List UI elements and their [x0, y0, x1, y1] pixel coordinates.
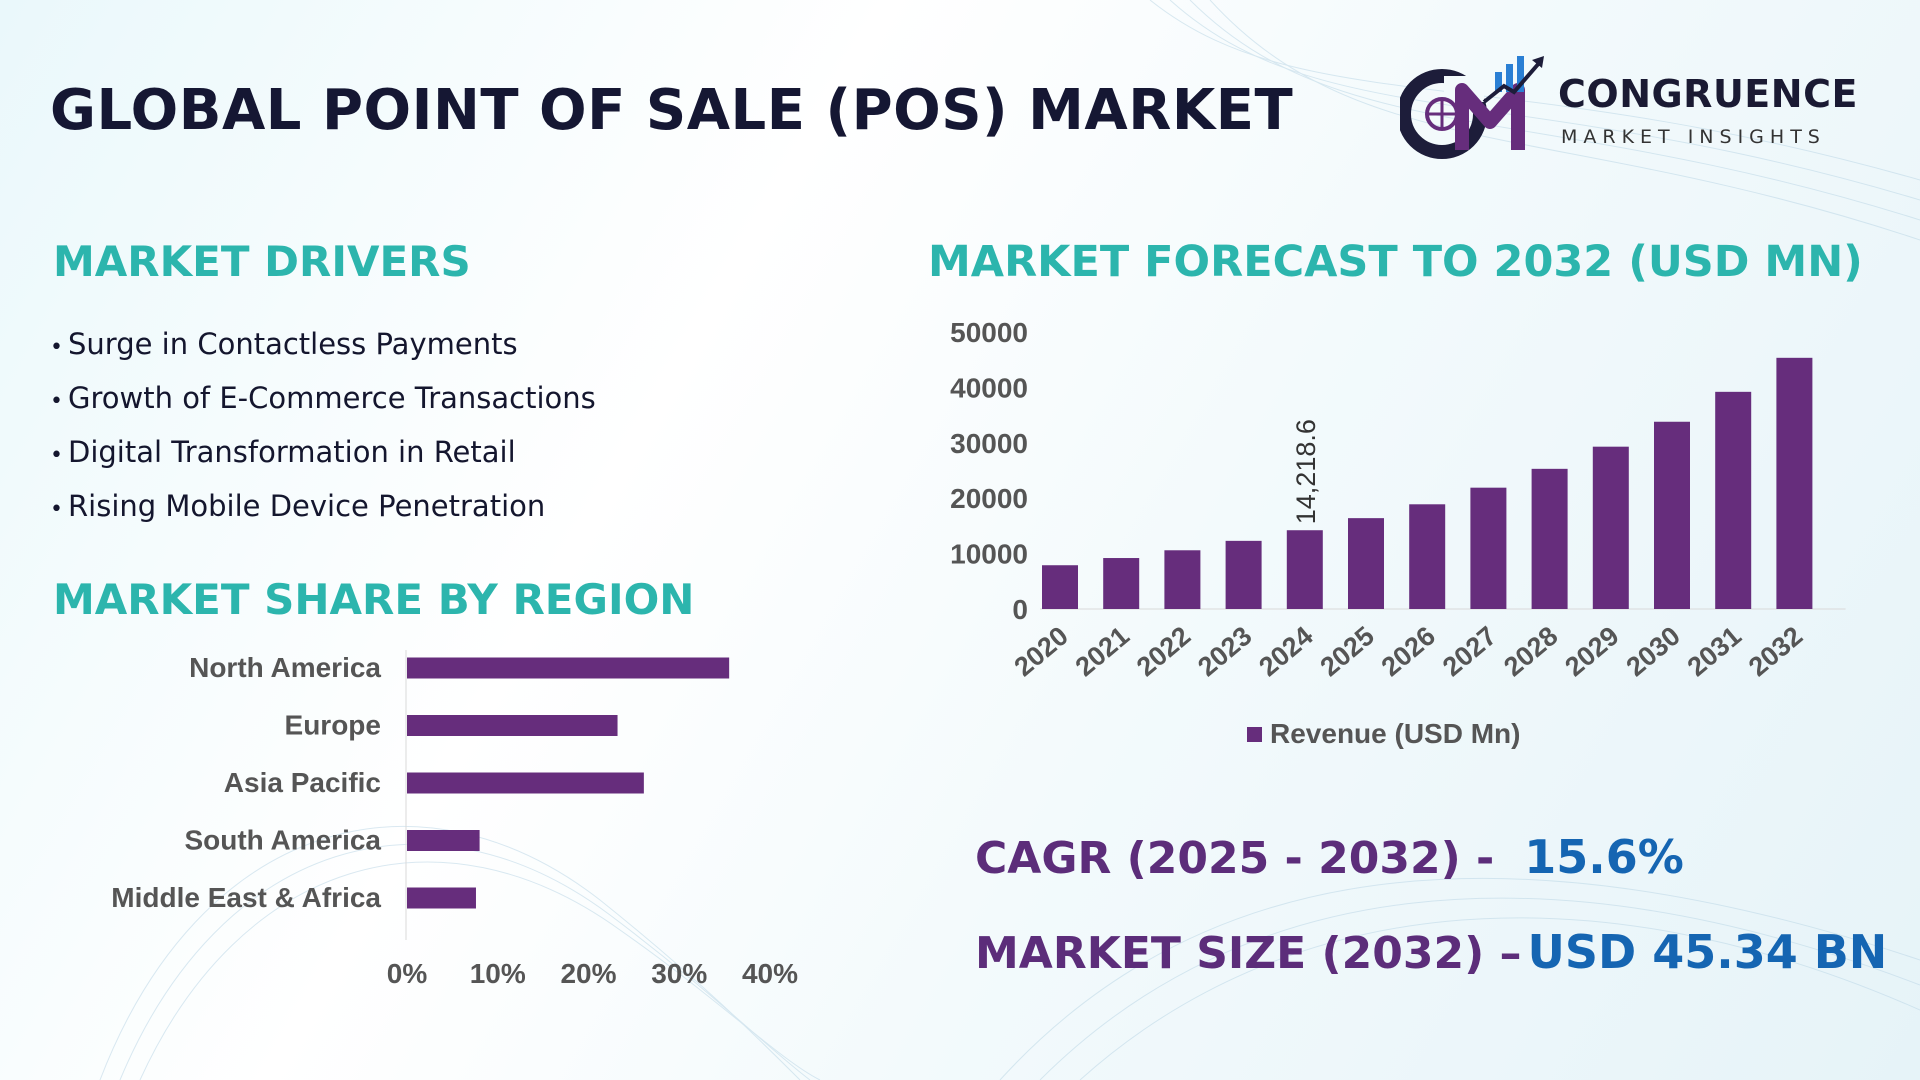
- region-bar: [407, 715, 618, 736]
- cagr-value: 15.6%: [1524, 830, 1684, 884]
- x-tick-label: 40%: [742, 958, 798, 989]
- revenue-bar: [1042, 565, 1078, 609]
- revenue-bar: [1409, 504, 1446, 609]
- y-tick-label: 0: [1012, 594, 1028, 625]
- x-tick-label: 2022: [1131, 621, 1196, 683]
- market-share-by-region-heading: MARKET SHARE BY REGION: [53, 575, 695, 624]
- market-size-value: USD 45.34 BN: [1527, 925, 1888, 979]
- revenue-bar: [1225, 540, 1262, 609]
- market-size-row: MARKET SIZE (2032) – USD 45.34 BN: [975, 925, 1887, 979]
- revenue-bar: [1715, 391, 1752, 609]
- x-tick-label: 2025: [1315, 621, 1380, 683]
- y-tick-label: 30000: [950, 428, 1028, 459]
- region-share-bar-chart: North America Europe Asia Pacific South Ame…: [111, 650, 798, 989]
- list-item: • Rising Mobile Device Penetration: [50, 484, 596, 538]
- list-item: • Digital Transformation in Retail: [50, 430, 596, 484]
- revenue-bar: [1776, 357, 1813, 609]
- driver-text: Rising Mobile Device Penetration: [68, 489, 546, 523]
- market-size-label: MARKET SIZE (2032) –: [975, 928, 1522, 979]
- region-category-label: North America: [189, 652, 381, 683]
- x-tick-label: 2027: [1437, 621, 1502, 683]
- market-forecast-heading: MARKET FORECAST TO 2032 (USD MN): [928, 237, 1863, 287]
- y-tick-label: 40000: [950, 372, 1028, 403]
- x-tick-label: 10%: [470, 958, 526, 989]
- x-tick-label: 2021: [1070, 621, 1135, 683]
- bullet-icon: •: [50, 335, 63, 360]
- driver-text: Digital Transformation in Retail: [68, 435, 516, 469]
- revenue-bar: [1531, 468, 1568, 609]
- bullet-icon: •: [50, 389, 63, 414]
- revenue-bar: [1654, 421, 1690, 609]
- x-tick-label: 2020: [1009, 621, 1074, 683]
- cagr-label: CAGR (2025 - 2032) -: [975, 833, 1495, 884]
- logo-mark-icon: [1400, 56, 1544, 159]
- list-item: • Surge in Contactless Payments: [50, 322, 596, 376]
- x-tick-label: 2031: [1682, 621, 1747, 683]
- revenue-bar: [1348, 518, 1384, 609]
- x-tick-label: 2028: [1498, 621, 1563, 683]
- legend-label: Revenue (USD Mn): [1270, 718, 1520, 749]
- region-bar: [407, 830, 480, 851]
- logo-brand-text: CONGRUENCE: [1558, 72, 1858, 116]
- y-tick-label: 50000: [950, 317, 1028, 348]
- company-logo: CONGRUENCE MARKET INSIGHTS: [1400, 52, 1880, 162]
- region-bar: [407, 887, 476, 909]
- revenue-forecast-bar-chart: 0100002000030000400005000020202021202220…: [950, 317, 1846, 749]
- region-category-label: South America: [184, 825, 381, 856]
- region-category-label: Middle East & Africa: [111, 882, 381, 913]
- x-tick-label: 2024: [1253, 621, 1318, 683]
- bar-data-label: 14,218.6: [1291, 419, 1321, 524]
- revenue-bar: [1164, 550, 1201, 609]
- x-tick-label: 2032: [1743, 621, 1808, 683]
- bullet-icon: •: [50, 497, 63, 522]
- driver-text: Growth of E-Commerce Transactions: [68, 381, 596, 415]
- region-category-label: Europe: [285, 710, 381, 741]
- revenue-bar: [1470, 487, 1507, 609]
- region-bar: [407, 772, 644, 794]
- revenue-bar: [1103, 558, 1140, 609]
- driver-text: Surge in Contactless Payments: [68, 327, 518, 361]
- bullet-icon: •: [50, 443, 63, 468]
- market-drivers-list: • Surge in Contactless Payments • Growth o…: [50, 322, 596, 538]
- x-tick-label: 30%: [651, 958, 707, 989]
- market-drivers-heading: MARKET DRIVERS: [53, 237, 471, 286]
- legend-swatch: [1247, 727, 1262, 742]
- x-tick-label: 20%: [560, 958, 616, 989]
- x-tick-label: 2030: [1621, 621, 1686, 683]
- x-tick-label: 2029: [1559, 621, 1624, 683]
- x-tick-label: 2023: [1192, 621, 1257, 683]
- y-tick-label: 10000: [950, 539, 1028, 570]
- region-category-label: Asia Pacific: [224, 767, 381, 798]
- y-tick-label: 20000: [950, 483, 1028, 514]
- region-bar: [407, 657, 730, 679]
- x-tick-label: 2026: [1376, 621, 1441, 683]
- cagr-row: CAGR (2025 - 2032) - 15.6%: [975, 830, 1684, 884]
- revenue-bar: [1592, 446, 1629, 609]
- revenue-bar: [1286, 530, 1323, 609]
- logo-tagline: MARKET INSIGHTS: [1561, 126, 1826, 148]
- list-item: • Growth of E-Commerce Transactions: [50, 376, 596, 430]
- x-tick-label: 0%: [387, 958, 428, 989]
- page-title: GLOBAL POINT OF SALE (POS) MARKET: [50, 78, 1294, 143]
